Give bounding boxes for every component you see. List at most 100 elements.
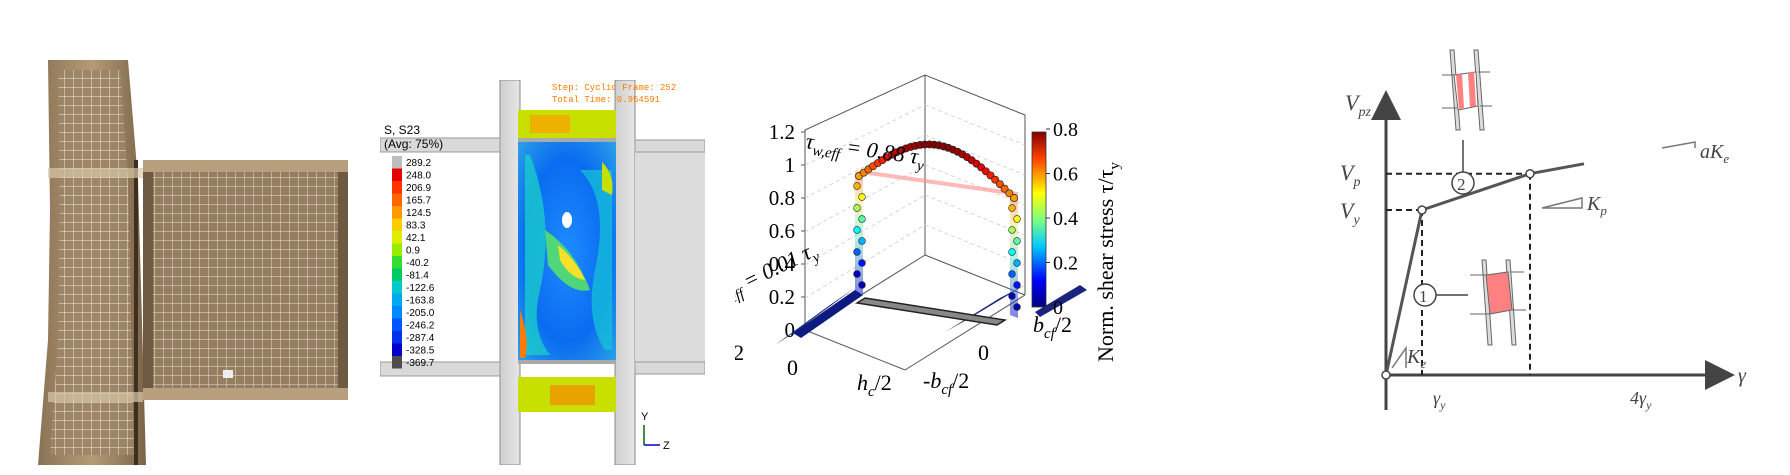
region-1-label: 1 xyxy=(1419,287,1428,306)
legend-value: 165.7 xyxy=(406,196,431,207)
colorbar xyxy=(1031,131,1047,308)
colorbar-tick-label: 0.6 xyxy=(1053,164,1078,186)
triad-z-label: Z xyxy=(663,440,670,452)
z-tick-label: 0.8 xyxy=(769,186,795,210)
colorbar-tick-label: 0.8 xyxy=(1053,119,1078,141)
fem-legend-title: S, S23 xyxy=(384,123,420,137)
fem-contour-panel: S, S23 (Avg: 75%) 289.2 248.0 206.9 165.7 12… xyxy=(379,79,706,466)
triad-y-label: Y xyxy=(641,411,649,423)
legend-value: -287.4 xyxy=(406,333,435,344)
y-tick-vy: Vy xyxy=(1340,198,1360,228)
fem-step-line: Step: Cyclic Frame: 252 xyxy=(552,83,676,93)
stress-point xyxy=(1008,248,1016,256)
ake-triangle-icon xyxy=(1661,141,1696,149)
label-kp: Kp xyxy=(1586,193,1607,218)
kp-triangle-icon xyxy=(1541,197,1583,209)
legend-value: -369.7 xyxy=(406,358,435,369)
plot3d-box xyxy=(804,74,1026,371)
legend-value: -81.4 xyxy=(406,271,429,282)
backbone-series-line xyxy=(1384,162,1585,376)
legend-swatch xyxy=(392,168,402,181)
stress-point xyxy=(853,248,861,256)
joint-icon-2 xyxy=(1442,49,1492,131)
region-2-label: 2 xyxy=(1457,175,1466,194)
z-tick-label: 0.4 xyxy=(769,252,796,276)
x-tick-pos: hc/2 xyxy=(857,370,892,400)
z-axis-ticks: 0 0.2 0.4 0.6 0.8 1 1.2 xyxy=(769,120,805,342)
plot3d-grid xyxy=(804,104,1026,299)
stress-point xyxy=(853,226,861,234)
stress-point xyxy=(1013,215,1021,223)
legend-swatch xyxy=(392,356,402,369)
legend-value: 0.9 xyxy=(406,246,420,257)
stress-point xyxy=(853,204,861,212)
legend-value: -205.0 xyxy=(406,308,435,319)
z-tick-label: 1.2 xyxy=(769,120,795,144)
legend-value: 124.5 xyxy=(406,208,431,219)
legend-value: -328.5 xyxy=(406,346,435,357)
legend-value: -163.8 xyxy=(406,296,435,307)
legend-swatch xyxy=(392,256,402,269)
stress-point xyxy=(853,270,861,278)
shear-stress-3d-plot: 00.20.40.60.811.2 τw,eff = 0.88 τy τf,ef… xyxy=(702,74,1123,400)
y-tick-zero: 0 xyxy=(978,340,989,365)
legend-swatch xyxy=(392,293,402,306)
label-ake: aKe xyxy=(1700,141,1729,166)
x-axis-ticks: -hc/2 0 hc/2 xyxy=(702,340,892,400)
legend-value: 83.3 xyxy=(406,221,426,232)
x-tick-zero: 0 xyxy=(787,355,798,380)
fem-time-line: Total Time: 0.954591 xyxy=(552,95,660,105)
backbone-point xyxy=(1381,370,1391,380)
stress-point xyxy=(853,182,861,190)
z-tick-label: 0.6 xyxy=(769,219,795,243)
stress-point xyxy=(1008,226,1016,234)
legend-value: 248.0 xyxy=(406,171,431,182)
colorbar-tick-label: 0.4 xyxy=(1053,208,1078,230)
region-2-marker xyxy=(1451,171,1475,195)
stress-point xyxy=(858,259,866,267)
stress-point xyxy=(1000,184,1009,193)
fem-legend-avg: (Avg: 75%) xyxy=(384,137,443,151)
y-tick-neg: -bcf/2 xyxy=(923,368,969,398)
backbone-point xyxy=(1525,168,1535,179)
x-tick-neg: -hc/2 xyxy=(735,340,744,370)
y-axis-ticks: -bcf/2 0 bcf/2 xyxy=(923,312,1072,398)
y-axis-label: Vpz xyxy=(1345,90,1371,120)
stress-point xyxy=(1008,270,1016,278)
legend-value: 206.9 xyxy=(406,183,431,194)
legend-value: 42.1 xyxy=(406,233,426,244)
x-axis-label: γ xyxy=(1738,365,1747,387)
stress-point xyxy=(1013,281,1021,289)
legend-value: -40.2 xyxy=(406,258,429,269)
legend-value: -122.6 xyxy=(406,283,435,294)
stress-point xyxy=(858,193,866,201)
stress-point xyxy=(858,281,866,289)
joint-icon-1 xyxy=(1470,259,1526,346)
backbone-points xyxy=(1381,168,1535,380)
ke-triangle-icon xyxy=(1391,345,1407,369)
label-ke: Ke xyxy=(1406,346,1426,371)
stress-point xyxy=(858,215,866,223)
y-tick-pos: bcf/2 xyxy=(1033,312,1072,342)
stress-point xyxy=(858,237,866,245)
legend-value: -246.2 xyxy=(406,321,435,332)
shear-stress-3d-panel: 00.20.40.60.811.2 τw,eff = 0.88 τy τf,ef… xyxy=(702,70,1275,470)
stress-point xyxy=(1005,189,1014,198)
z-tick-label: 1 xyxy=(785,153,796,177)
x-tick-gy: γy xyxy=(1433,388,1446,412)
legend-swatch xyxy=(392,331,402,344)
legend-swatch xyxy=(392,231,402,244)
legend-swatch xyxy=(392,193,402,206)
stress-data-points xyxy=(853,140,1021,311)
panel-zone-photo xyxy=(28,60,348,465)
x-tick-4gy: 4γy xyxy=(1630,388,1652,412)
backbone-curve-chart: Vpz γ Vp Vy γy 4γy Ke Kp aKe 2 1 xyxy=(1340,49,1747,412)
legend-swatch xyxy=(392,181,402,194)
legend-swatch xyxy=(392,306,402,319)
stress-point xyxy=(1008,292,1016,300)
legend-swatch xyxy=(392,343,402,356)
stress-point xyxy=(1013,303,1021,311)
legend-value: 289.2 xyxy=(406,158,431,169)
